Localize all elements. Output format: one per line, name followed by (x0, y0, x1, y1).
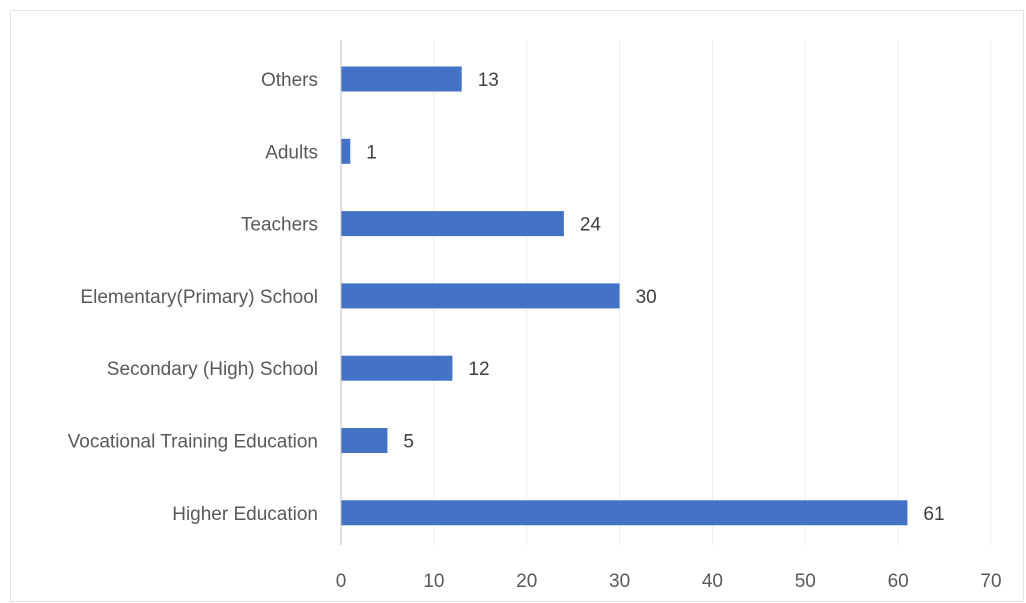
category-label: Teachers (241, 215, 318, 236)
data-label: 24 (580, 215, 602, 236)
x-tick-label: 40 (702, 571, 723, 592)
bar (341, 500, 908, 526)
category-label: Elementary(Primary) School (80, 287, 318, 308)
x-tick-label: 60 (888, 571, 909, 592)
bar (341, 211, 564, 237)
x-tick-label: 10 (423, 571, 444, 592)
data-label: 1 (366, 142, 377, 163)
bar (341, 138, 351, 164)
x-tick-label: 20 (516, 571, 537, 592)
x-tick-label: 50 (795, 571, 816, 592)
x-tick-label: 0 (336, 571, 347, 592)
data-label: 13 (478, 70, 499, 91)
bars (341, 66, 908, 526)
data-label: 61 (923, 504, 944, 525)
data-label: 30 (636, 287, 657, 308)
labels: 0 10 20 30 40 50 60 70 Others 13 Adults 1 Teachers 24… (68, 70, 1002, 592)
bar (341, 428, 388, 453)
data-label: 12 (468, 359, 489, 380)
category-label: Secondary (High) School (107, 359, 318, 380)
x-tick-label: 30 (609, 571, 630, 592)
category-label: Higher Education (172, 504, 318, 525)
bar (341, 283, 620, 309)
gridlines (433, 40, 992, 545)
bar (341, 66, 462, 92)
bar (341, 355, 453, 381)
category-label: Adults (265, 142, 318, 163)
category-label: Vocational Training Education (68, 432, 318, 453)
x-tick-label: 70 (980, 571, 1001, 592)
category-label: Others (261, 70, 318, 91)
data-label: 5 (403, 432, 414, 453)
